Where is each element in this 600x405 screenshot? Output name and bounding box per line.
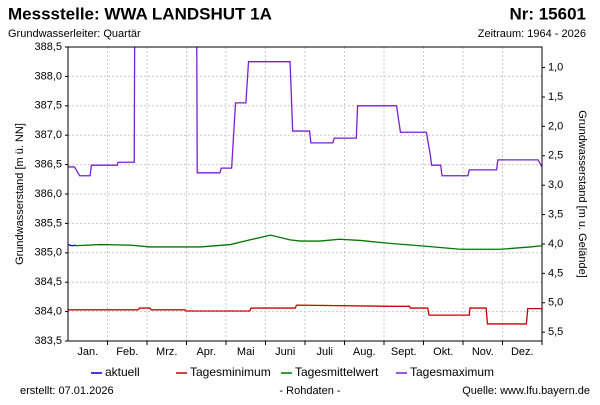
y2-tick-label: 1,5	[548, 91, 563, 103]
x-tick-label: Sept.	[391, 346, 417, 358]
x-tick-label: Apr.	[196, 346, 216, 358]
legend-label: Tagesmittelwert	[295, 365, 379, 379]
x-tick-label: Aug.	[353, 346, 376, 358]
series-line	[74, 234, 542, 250]
y2-tick-label: 4,0	[548, 238, 563, 250]
y-tick-label: 386,0	[34, 188, 62, 200]
y-tick-label: 388,5	[34, 41, 62, 53]
y2-axis-label: Grundwasserstand [m u. Gelände]	[576, 110, 588, 278]
legend-label: Tagesmaximum	[410, 365, 494, 379]
y2-tick-label: 1,0	[548, 61, 563, 73]
x-tick-label: Jan.	[77, 346, 98, 358]
plot-area	[68, 46, 542, 342]
station-number: Nr: 15601	[509, 4, 586, 23]
x-tick-label: Juli	[316, 346, 333, 358]
y-tick-label: 385,5	[34, 217, 62, 229]
y-tick-label: 383,5	[34, 335, 62, 347]
legend-label: aktuell	[105, 365, 140, 379]
data-note: - Rohdaten -	[279, 385, 340, 397]
y-tick-label: 387,5	[34, 100, 62, 112]
x-tick-label: Mrz.	[156, 346, 177, 358]
y2-tick-label: 5,0	[548, 297, 563, 309]
x-tick-label: Juni	[275, 346, 295, 358]
created-date: erstellt: 07.01.2026	[20, 385, 114, 397]
y-tick-label: 384,0	[34, 306, 62, 318]
y-tick-label: 387,0	[34, 129, 62, 141]
chart-title: Messstelle: WWA LANDSHUT 1A	[8, 4, 272, 23]
y2-tick-label: 2,0	[548, 120, 563, 132]
y-tick-label: 384,5	[34, 276, 62, 288]
y-tick-label: 388,0	[34, 70, 62, 82]
series-line	[68, 304, 542, 325]
x-tick-label: Nov.	[472, 346, 494, 358]
x-tick-label: Dez.	[511, 346, 534, 358]
y2-tick-label: 2,5	[548, 150, 563, 162]
x-tick-label: Okt.	[433, 346, 453, 358]
x-tick-label: Mai	[237, 346, 255, 358]
y2-tick-label: 3,0	[548, 179, 563, 191]
y-axis-label: Grundwasserstand [m ü. NN]	[14, 123, 26, 265]
period: Zeitraum: 1964 - 2026	[478, 28, 586, 40]
y2-tick-label: 5,5	[548, 326, 563, 338]
series-line	[68, 47, 542, 177]
y-tick-label: 385,0	[34, 247, 62, 259]
x-tick-label: Feb.	[116, 346, 138, 358]
legend-label: Tagesminimum	[190, 365, 271, 379]
y2-tick-label: 4,5	[548, 267, 563, 279]
source: Quelle: www.lfu.bayern.de	[462, 385, 590, 397]
y-tick-label: 386,5	[34, 159, 62, 171]
subtitle: Grundwasserleiter: Quartär	[8, 28, 141, 40]
y2-tick-label: 3,5	[548, 208, 563, 220]
